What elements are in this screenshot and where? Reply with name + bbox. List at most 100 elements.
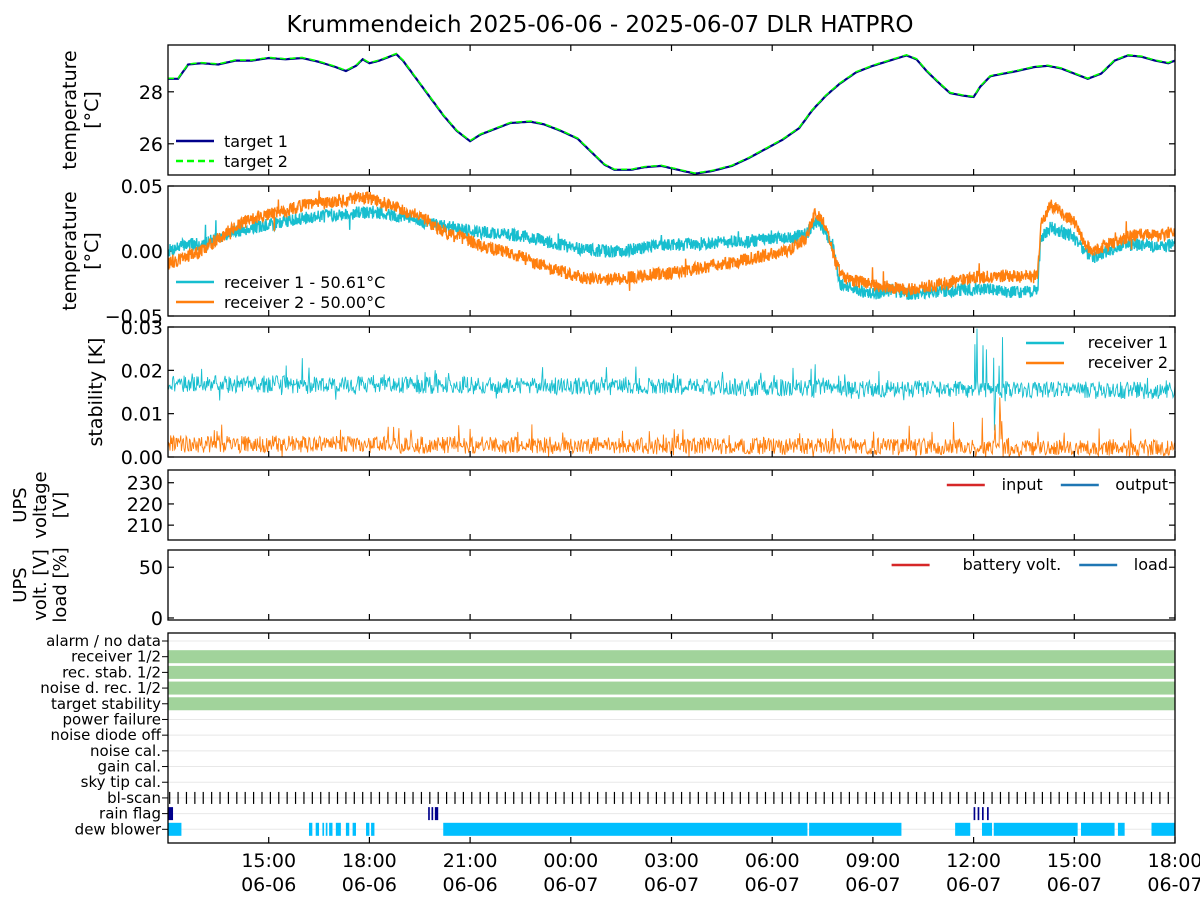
target_temperature-legend-label: target 1 <box>224 132 288 151</box>
receiver_temperature-ylabel: [°C] <box>81 232 103 270</box>
date-tick-label: 06-07 <box>543 874 598 896</box>
time-tick-label: 21:00 <box>443 850 498 872</box>
series-receiver2 <box>168 190 1175 298</box>
date-tick-label: 06-07 <box>845 874 900 896</box>
flag-interval <box>981 807 984 821</box>
ups_voltage-legend-label: input <box>1002 475 1043 494</box>
target_temperature-data <box>168 52 1175 175</box>
flag-ok-bar <box>168 681 1175 695</box>
flag-row-label: bl-scan <box>107 789 161 807</box>
date-tick-label: 06-06 <box>241 874 296 896</box>
flag-interval <box>168 822 182 836</box>
panel-ups_battery: 0 50 UPS volt. [V] load [%] load battery volt. <box>10 547 1176 630</box>
flag-interval <box>1081 822 1115 836</box>
flag-interval <box>809 822 902 836</box>
series-target-2 <box>168 52 1175 175</box>
receiver_temperature-ytick-label: 0.05 <box>121 176 163 198</box>
ups_voltage-legend-label: output <box>1115 475 1168 494</box>
date-tick-label: 06-07 <box>644 874 699 896</box>
flag-interval <box>345 822 350 836</box>
receiver_stability-legend-label: receiver 1 <box>1088 333 1168 352</box>
flag-row-label: noise diode off <box>50 726 161 744</box>
flag-ok-bar <box>168 697 1175 711</box>
time-tick-label: 09:00 <box>846 850 901 872</box>
receiver_temperature-ylabel: temperature <box>59 191 81 310</box>
ups_voltage-frame <box>167 469 1176 541</box>
receiver_stability-ytick-label: 0.02 <box>121 360 163 382</box>
flag-ok-bar <box>168 650 1175 664</box>
flag-interval <box>981 822 993 836</box>
date-tick-label: 06-06 <box>442 874 497 896</box>
receiver_stability-data <box>168 328 1175 457</box>
flag-row-label: receiver 1/2 <box>71 648 161 666</box>
flag-interval <box>168 807 174 821</box>
flag-row-label: alarm / no data <box>46 632 161 650</box>
time-tick-label: 18:00 <box>1148 850 1200 872</box>
receiver_temperature-legend-label: receiver 2 - 50.00°C <box>224 293 385 312</box>
time-tick-label: 00:00 <box>543 850 598 872</box>
flag-interval <box>431 807 434 821</box>
flag-interval <box>371 822 375 836</box>
flag-interval <box>308 822 313 836</box>
receiver_stability-ylabel: stability [K] <box>85 338 107 447</box>
receiver_temperature-legend-label: receiver 1 - 50.61°C <box>224 273 385 292</box>
flag-row-label: gain cal. <box>97 758 161 776</box>
time-tick-label: 18:00 <box>342 850 397 872</box>
flag-rows <box>168 640 1175 836</box>
flag-row-label: rec. stab. 1/2 <box>62 663 161 681</box>
receiver_temperature-ytick-label: −0.05 <box>105 306 163 328</box>
receiver_temperature-frame <box>167 185 1176 317</box>
date-tick-label: 06-07 <box>946 874 1001 896</box>
ups_battery-ytick-label: 0 <box>151 608 163 630</box>
receiver_stability-legend-label: receiver 2 <box>1088 353 1168 372</box>
target_temperature-ytick-label: 26 <box>139 134 163 156</box>
receiver_temperature-data <box>168 190 1175 300</box>
flag-interval <box>993 822 1078 836</box>
panel-receiver_temperature: 0.05 0.00 −0.05 temperature [°C] receiver 1 -… <box>59 176 1176 328</box>
flag-interval <box>366 822 370 836</box>
receiver_temperature-ytick-label: 0.00 <box>121 241 163 263</box>
time-tick-label: 15:00 <box>241 850 296 872</box>
time-axis-labels: 15:0006-0618:0006-0621:0006-0600:0006-07… <box>241 850 1200 896</box>
receiver_stability-ytick-label: 0.01 <box>121 404 163 426</box>
time-tick-label: 03:00 <box>644 850 699 872</box>
receiver_stability-ytick-label: 0.00 <box>121 447 163 469</box>
flag-interval <box>352 822 356 836</box>
target_temperature-legend-label: target 2 <box>224 152 288 171</box>
flag-interval <box>325 822 328 836</box>
ups_battery-ylabel: UPS <box>10 567 31 602</box>
series-receiver2 <box>168 397 1175 457</box>
series-receiver1 <box>168 328 1175 431</box>
flag-row-label: rain flag <box>99 805 161 823</box>
target_temperature-frame <box>167 44 1176 176</box>
date-tick-label: 06-07 <box>745 874 800 896</box>
time-tick-label: 15:00 <box>1047 850 1102 872</box>
flag-row-label: noise cal. <box>90 742 161 760</box>
flag-interval <box>973 807 976 821</box>
flag-row-label: noise d. rec. 1/2 <box>40 679 161 697</box>
flag-interval <box>434 807 439 821</box>
ups_voltage-ylabel: voltage <box>30 471 51 538</box>
ups_voltage-ytick-label: 210 <box>127 515 163 537</box>
ups_battery-legend-label: battery volt. <box>963 555 1062 574</box>
flags-frame <box>167 632 1176 844</box>
date-tick-label: 06-07 <box>1047 874 1102 896</box>
flag-interval <box>443 822 808 836</box>
target_temperature-ylabel: temperature <box>59 50 81 169</box>
date-tick-label: 06-06 <box>342 874 397 896</box>
ups_battery-legend-label: load <box>1134 555 1168 574</box>
target_temperature-ylabel: [°C] <box>81 91 103 129</box>
ups_voltage-ylabel: UPS <box>10 487 31 522</box>
target_temperature-ytick-label: 28 <box>139 82 163 104</box>
ups_battery-frame <box>167 549 1176 621</box>
flag-interval <box>329 822 333 836</box>
flag-interval <box>315 822 320 836</box>
ups_battery-ytick-label: 50 <box>139 557 163 579</box>
flag-interval <box>977 807 980 821</box>
flag-interval <box>987 807 989 821</box>
series-target-1 <box>168 52 1175 175</box>
receiver_stability-frame <box>167 326 1176 458</box>
